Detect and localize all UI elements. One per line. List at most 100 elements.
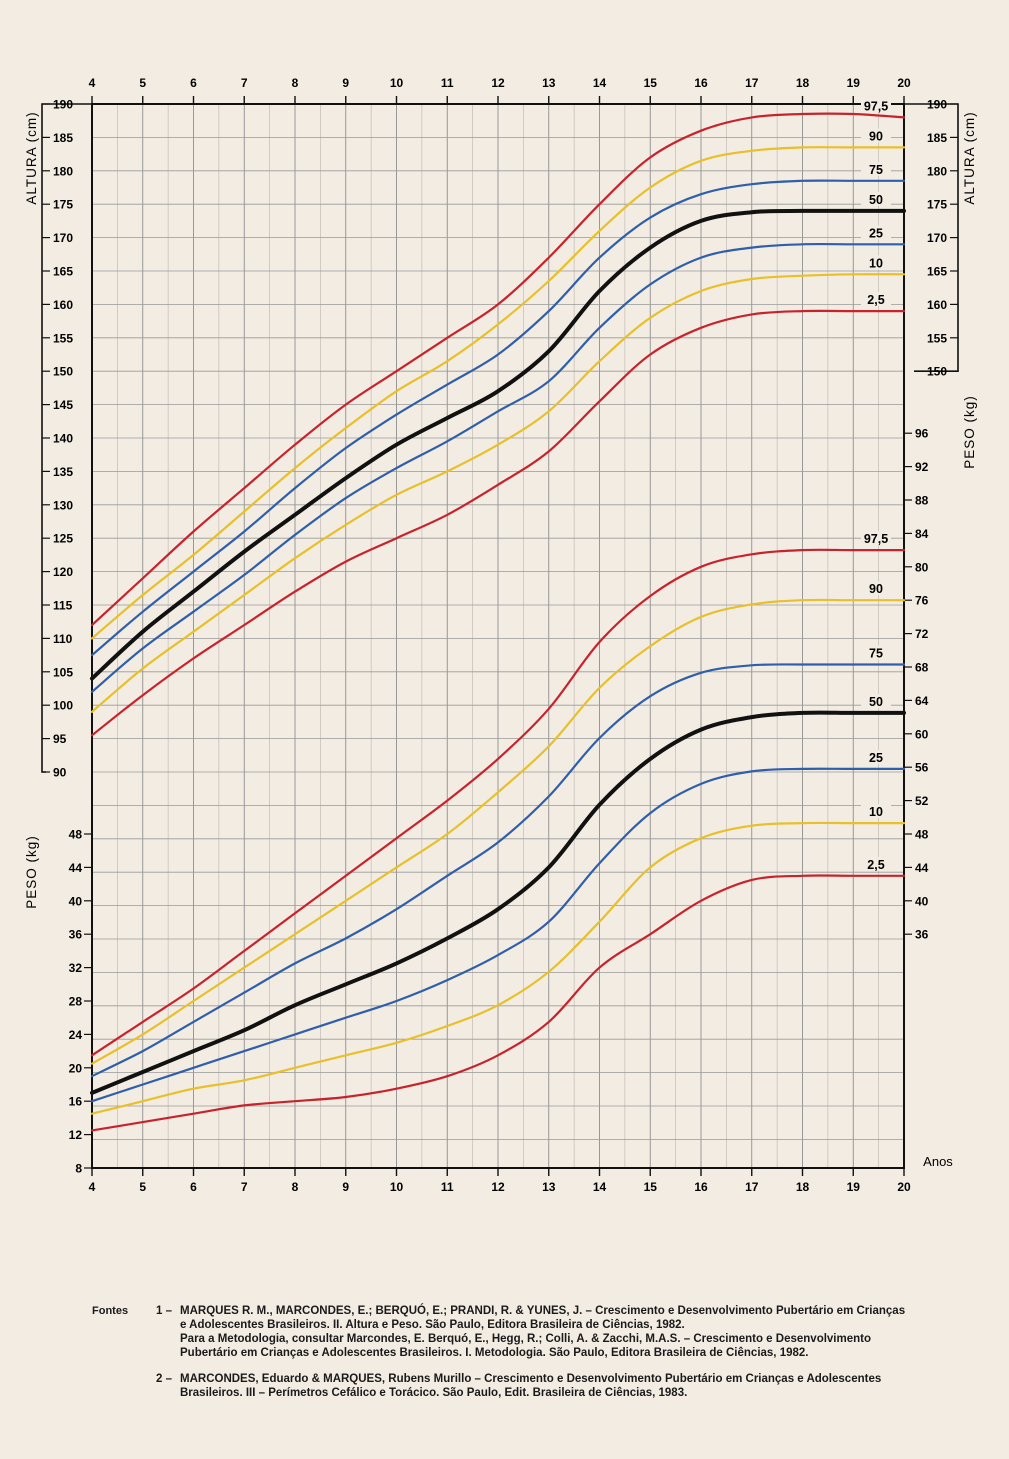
weight-percentile-label: 50: [869, 695, 883, 709]
percentile-label-bg: [861, 856, 891, 871]
percentile-label-bg: [861, 255, 891, 270]
x-tick-label-bottom: 16: [694, 1180, 708, 1194]
x-tick-label-top: 19: [847, 76, 861, 90]
x-tick-label-top: 12: [491, 76, 505, 90]
chart-series: [90, 112, 906, 1132]
percentile-label-bg: [861, 191, 891, 206]
percentile-label-bg: [861, 749, 891, 764]
weight-tick-label-right: 72: [915, 627, 929, 641]
x-tick-label-top: 14: [593, 76, 607, 90]
source-note: Para a Metodologia, consultar Marcondes,…: [180, 1333, 871, 1359]
height-tick-label-right: 150: [927, 365, 947, 379]
height-tick-label-left: 120: [53, 565, 73, 579]
weight-tick-label-right: 88: [915, 494, 929, 508]
weight-tick-label-right: 56: [915, 761, 929, 775]
weight-tick-label-left: 32: [69, 961, 83, 975]
x-tick-label-bottom: 4: [89, 1180, 96, 1194]
growth-chart: 4455667788991010111112121313141415151616…: [24, 76, 977, 1194]
height-tick-label-left: 140: [53, 432, 73, 446]
weight-tick-label-right: 48: [915, 828, 929, 842]
x-tick-label-bottom: 12: [491, 1180, 505, 1194]
x-tick-label-bottom: 14: [593, 1180, 607, 1194]
percentile-label-bg: [861, 645, 891, 660]
weight-tick-label-left: 48: [69, 828, 83, 842]
source-item-1: Fontes 1 – MARQUES R. M., MARCONDES, E.;…: [92, 1304, 912, 1360]
height-tick-label-left: 190: [53, 98, 73, 112]
percentile-label-bg: [861, 161, 891, 176]
height-tick-label-left: 100: [53, 699, 73, 713]
weight-tick-label-right: 96: [915, 427, 929, 441]
sources-block: Fontes 1 – MARQUES R. M., MARCONDES, E.;…: [92, 1304, 912, 1412]
height-tick-label-left: 145: [53, 398, 73, 412]
chart-labels: 4455667788991010111112121313141415151616…: [24, 76, 977, 1194]
x-unit-label: Anos: [923, 1154, 953, 1169]
x-tick-label-bottom: 11: [441, 1180, 454, 1194]
weight-tick-label-right: 52: [915, 794, 929, 808]
height-percentile-label: 50: [869, 193, 883, 207]
height-percentile-label: 25: [869, 226, 883, 240]
weight-series-50: [90, 710, 906, 1095]
height-percentile-label: 75: [869, 163, 883, 177]
height-series-2-5: [90, 309, 906, 737]
x-tick-label-bottom: 8: [292, 1180, 299, 1194]
height-tick-label-left: 115: [53, 599, 73, 613]
percentile-label-bg: [861, 292, 891, 307]
x-tick-label-bottom: 18: [796, 1180, 810, 1194]
percentile-label-bg: [861, 225, 891, 240]
weight-tick-label-left: 24: [69, 1028, 83, 1042]
x-tick-label-bottom: 20: [897, 1180, 911, 1194]
height-axis-label-left: ALTURA (cm): [24, 111, 39, 204]
weight-tick-label-right: 64: [915, 694, 929, 708]
height-series-10: [90, 273, 906, 713]
weight-percentile-label: 2,5: [867, 858, 884, 872]
weight-axis-label-right: PESO (kg): [962, 395, 977, 469]
height-tick-label-right: 165: [927, 265, 947, 279]
height-tick-label-right: 170: [927, 231, 947, 245]
weight-series-90: [90, 598, 906, 1065]
height-tick-label-right: 175: [927, 198, 947, 212]
weight-tick-label-left: 44: [69, 861, 83, 875]
sources-heading: Fontes: [92, 1305, 129, 1317]
weight-percentile-label: 90: [869, 582, 883, 596]
source-text: MARQUES R. M., MARCONDES, E.; BERQUÓ, E.…: [180, 1305, 906, 1331]
height-axis-label-right: ALTURA (cm): [962, 111, 977, 204]
height-tick-label-left: 165: [53, 265, 73, 279]
x-tick-label-top: 4: [89, 76, 96, 90]
weight-percentile-label: 75: [869, 646, 883, 660]
x-tick-label-top: 10: [390, 76, 404, 90]
weight-tick-label-left: 40: [69, 894, 83, 908]
height-tick-label-left: 185: [53, 131, 73, 145]
height-tick-label-left: 95: [53, 732, 67, 746]
height-tick-label-right: 155: [927, 331, 947, 345]
weight-percentile-label: 25: [869, 751, 883, 765]
height-tick-label-left: 175: [53, 198, 73, 212]
x-tick-label-top: 16: [694, 76, 708, 90]
x-tick-label-bottom: 13: [542, 1180, 556, 1194]
percentile-label-bg: [861, 693, 891, 708]
weight-tick-label-right: 68: [915, 661, 929, 675]
x-tick-label-bottom: 19: [847, 1180, 861, 1194]
weight-axis-label-left: PESO (kg): [24, 835, 39, 909]
percentile-label-bg: [861, 531, 891, 546]
height-percentile-label: 10: [869, 256, 883, 270]
x-tick-label-top: 13: [542, 76, 556, 90]
source-text: MARCONDES, Eduardo & MARQUES, Rubens Mur…: [180, 1373, 882, 1399]
weight-tick-label-right: 80: [915, 560, 929, 574]
weight-tick-label-left: 36: [69, 928, 83, 942]
height-tick-label-left: 135: [53, 465, 73, 479]
weight-series-10: [90, 821, 906, 1115]
weight-series-97-5: [90, 548, 906, 1057]
weight-tick-label-left: 8: [75, 1162, 82, 1176]
weight-tick-label-right: 36: [915, 928, 929, 942]
height-series-75: [90, 179, 906, 657]
x-tick-label-top: 11: [441, 76, 454, 90]
x-tick-label-top: 15: [644, 76, 658, 90]
source-number: 2 –: [156, 1373, 172, 1385]
height-tick-label-right: 185: [927, 131, 947, 145]
weight-tick-label-left: 16: [69, 1095, 83, 1109]
height-tick-label-right: 180: [927, 164, 947, 178]
x-tick-label-top: 17: [745, 76, 759, 90]
percentile-label-bg: [861, 804, 891, 819]
percentile-label-bg: [861, 128, 891, 143]
weight-series-75: [90, 663, 906, 1078]
